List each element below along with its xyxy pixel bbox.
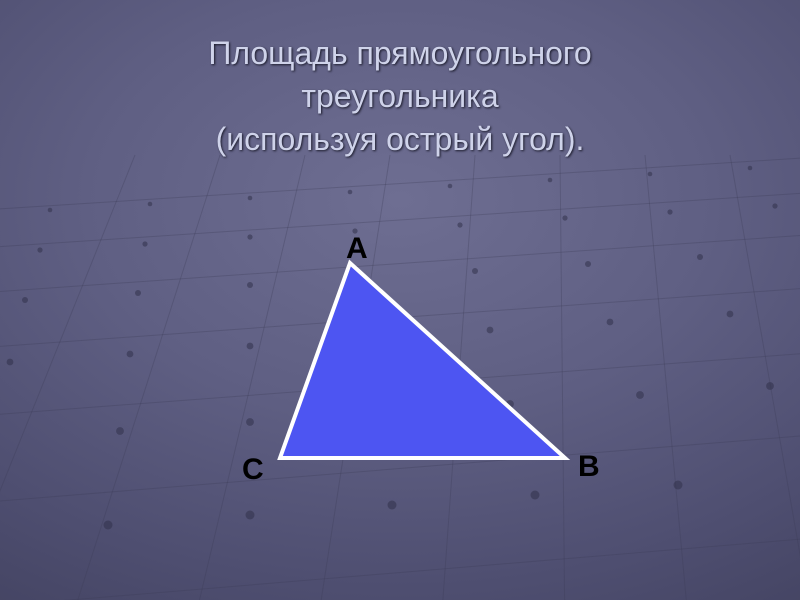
triangle-shape [280, 263, 565, 458]
vertex-label-a: A [346, 232, 368, 266]
vertex-label-c: C [242, 453, 264, 487]
slide: Площадь прямоугольного треугольника (исп… [0, 0, 800, 600]
vertex-label-b: B [578, 450, 600, 484]
triangle-diagram [0, 0, 800, 600]
